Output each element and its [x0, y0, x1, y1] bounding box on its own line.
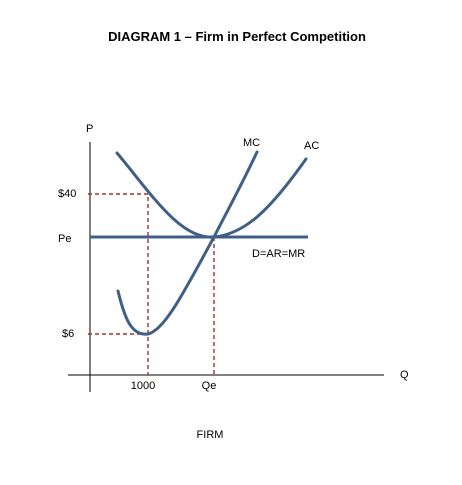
price-axis-label: P: [86, 123, 93, 135]
quantity-axis-label: Q: [400, 369, 409, 381]
diagram-caption: FIRM: [197, 429, 224, 441]
price-label-pe: Pe: [58, 233, 71, 245]
price-label-6: $6: [62, 328, 74, 340]
ac-curve: [115, 151, 308, 239]
guide-40-at-1000: [88, 193, 149, 375]
diagram-title: DIAGRAM 1 – Firm in Perfect Competition: [108, 29, 366, 44]
ac-label: AC: [304, 140, 319, 152]
demand-label: D=AR=MR: [252, 248, 305, 260]
price-label-40: $40: [58, 188, 76, 200]
mc-curve: [116, 150, 259, 336]
mc-label: MC: [243, 137, 260, 149]
quantity-label-1000: 1000: [131, 380, 155, 392]
quantity-label-qe: Qe: [202, 380, 217, 392]
